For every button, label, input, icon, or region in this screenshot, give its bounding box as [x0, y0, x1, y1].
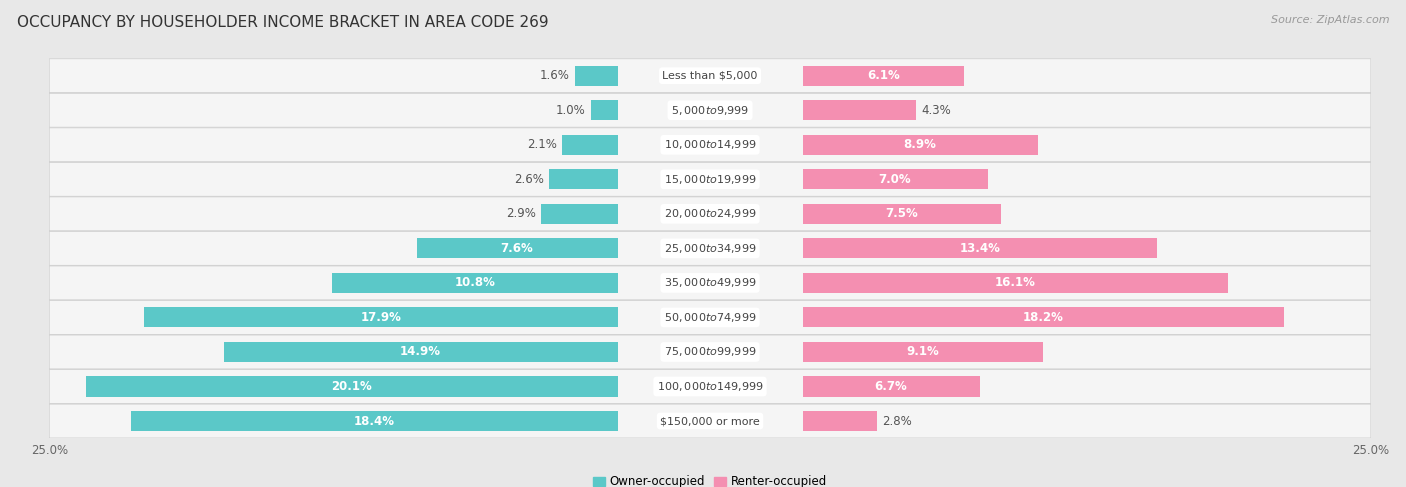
Text: $35,000 to $49,999: $35,000 to $49,999 [664, 277, 756, 289]
FancyBboxPatch shape [49, 300, 1371, 335]
Bar [332, 273, 617, 293]
Text: OCCUPANCY BY HOUSEHOLDER INCOME BRACKET IN AREA CODE 269: OCCUPANCY BY HOUSEHOLDER INCOME BRACKET … [17, 15, 548, 30]
Bar [145, 307, 617, 327]
Text: 7.0%: 7.0% [879, 173, 911, 186]
Text: 1.0%: 1.0% [555, 104, 586, 117]
Text: 2.9%: 2.9% [506, 207, 536, 220]
Bar [803, 376, 980, 396]
Text: Less than $5,000: Less than $5,000 [662, 71, 758, 81]
Text: 9.1%: 9.1% [907, 345, 939, 358]
FancyBboxPatch shape [49, 162, 1371, 196]
FancyBboxPatch shape [49, 94, 1371, 127]
Text: 17.9%: 17.9% [360, 311, 401, 324]
Text: 2.1%: 2.1% [527, 138, 557, 151]
Text: $15,000 to $19,999: $15,000 to $19,999 [664, 173, 756, 186]
Bar [86, 376, 617, 396]
Bar [803, 342, 1043, 362]
FancyBboxPatch shape [49, 370, 1371, 403]
Bar [224, 342, 617, 362]
Text: 6.1%: 6.1% [866, 69, 900, 82]
FancyBboxPatch shape [49, 335, 1371, 369]
Bar [548, 169, 617, 189]
FancyBboxPatch shape [49, 404, 1371, 438]
Text: 2.8%: 2.8% [882, 414, 911, 428]
FancyBboxPatch shape [49, 231, 1371, 265]
FancyBboxPatch shape [49, 128, 1371, 162]
Text: $100,000 to $149,999: $100,000 to $149,999 [657, 380, 763, 393]
Text: 7.5%: 7.5% [886, 207, 918, 220]
Bar [131, 411, 617, 431]
Bar [591, 100, 617, 120]
Bar [803, 135, 1038, 155]
Text: 2.6%: 2.6% [513, 173, 544, 186]
Bar [562, 135, 617, 155]
Text: 13.4%: 13.4% [959, 242, 1000, 255]
Text: $50,000 to $74,999: $50,000 to $74,999 [664, 311, 756, 324]
FancyBboxPatch shape [49, 266, 1371, 300]
Text: $150,000 or more: $150,000 or more [661, 416, 759, 426]
Text: 1.6%: 1.6% [540, 69, 569, 82]
Legend: Owner-occupied, Renter-occupied: Owner-occupied, Renter-occupied [588, 471, 832, 487]
Text: 20.1%: 20.1% [332, 380, 373, 393]
Text: 18.4%: 18.4% [354, 414, 395, 428]
Bar [803, 204, 1001, 224]
Text: $5,000 to $9,999: $5,000 to $9,999 [671, 104, 749, 117]
FancyBboxPatch shape [49, 197, 1371, 231]
Text: 10.8%: 10.8% [454, 277, 495, 289]
Text: 8.9%: 8.9% [904, 138, 936, 151]
Text: $10,000 to $14,999: $10,000 to $14,999 [664, 138, 756, 151]
Text: 18.2%: 18.2% [1022, 311, 1063, 324]
Text: 4.3%: 4.3% [921, 104, 952, 117]
Bar [803, 100, 917, 120]
Text: 7.6%: 7.6% [501, 242, 533, 255]
Bar [575, 66, 617, 86]
Text: 6.7%: 6.7% [875, 380, 907, 393]
Bar [803, 273, 1227, 293]
FancyBboxPatch shape [49, 59, 1371, 93]
Text: 16.1%: 16.1% [995, 277, 1036, 289]
Bar [803, 169, 987, 189]
Bar [803, 411, 876, 431]
Text: $75,000 to $99,999: $75,000 to $99,999 [664, 345, 756, 358]
Bar [541, 204, 617, 224]
Bar [803, 307, 1284, 327]
Text: Source: ZipAtlas.com: Source: ZipAtlas.com [1271, 15, 1389, 25]
Bar [416, 238, 617, 259]
Text: $20,000 to $24,999: $20,000 to $24,999 [664, 207, 756, 220]
Bar [803, 238, 1157, 259]
Text: 14.9%: 14.9% [401, 345, 441, 358]
Text: $25,000 to $34,999: $25,000 to $34,999 [664, 242, 756, 255]
Bar [803, 66, 963, 86]
